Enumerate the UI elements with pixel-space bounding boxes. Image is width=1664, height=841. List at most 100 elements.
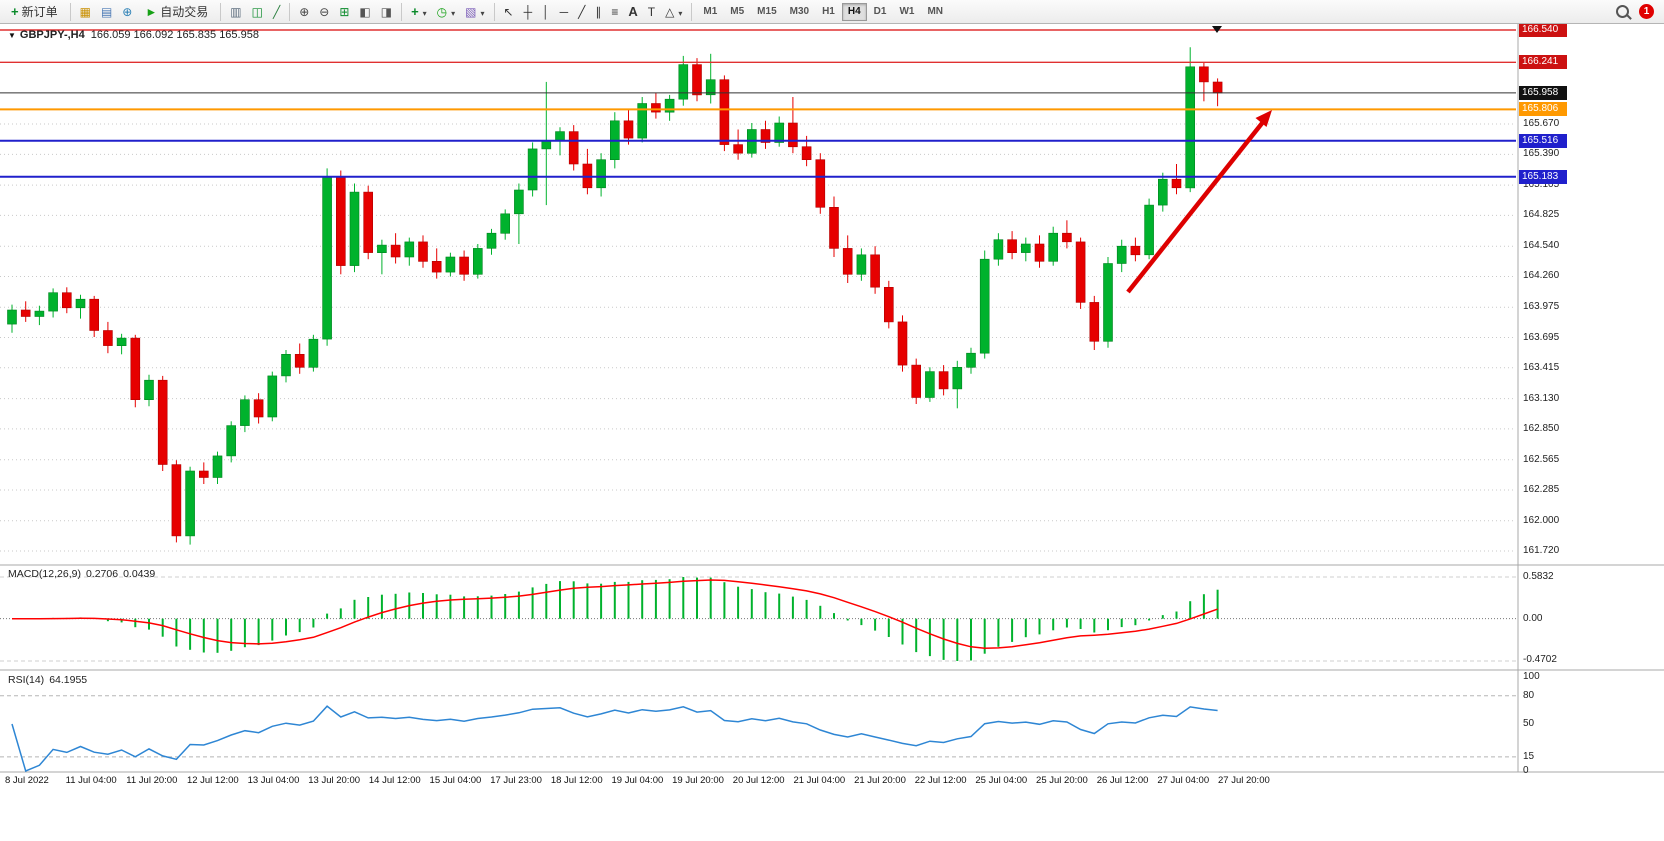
periods-icon: ◷	[436, 4, 448, 19]
templates-icon: ▧	[465, 4, 477, 19]
fibonacci-button[interactable]: ≡	[607, 2, 622, 22]
collapse-arrow-icon[interactable]	[8, 29, 16, 41]
candle-body	[226, 425, 236, 457]
candle-body	[623, 120, 634, 139]
macd-title: MACD(12,26,9)	[8, 568, 81, 580]
candle-body	[966, 352, 976, 368]
candle-body	[1185, 66, 1195, 189]
candle-body	[20, 309, 31, 317]
candle-body	[555, 131, 565, 141]
candle-body	[952, 366, 963, 390]
candle-body	[281, 353, 291, 377]
horizontal-line-button[interactable]: ─	[556, 2, 573, 22]
timeframe-mn[interactable]: MN	[921, 3, 949, 21]
candle-body	[294, 353, 305, 368]
macd-signal-line	[11, 579, 1218, 649]
cascade-windows-button[interactable]: ◨	[377, 2, 396, 22]
text-button[interactable]: A	[624, 2, 641, 22]
chevron-down-icon	[450, 5, 455, 19]
timeframe-d1[interactable]: D1	[868, 3, 893, 21]
candle-body	[1062, 232, 1072, 243]
line-chart-button[interactable]: ╱	[269, 2, 284, 22]
timeframe-m30[interactable]: M30	[784, 3, 815, 21]
profiles-button[interactable]: ▤	[97, 2, 116, 22]
timeframe-w1[interactable]: W1	[893, 3, 920, 21]
macd-signal-value: 0.0439	[123, 568, 156, 580]
indicators-button[interactable]: +	[407, 2, 431, 22]
templates-button[interactable]: ▧	[461, 2, 488, 22]
candle-body	[363, 191, 374, 253]
autotrade-button[interactable]: ► 自动交易	[138, 2, 215, 22]
bar-chart-button[interactable]: ▥	[226, 2, 245, 22]
channel-icon: ∥	[595, 4, 602, 19]
candle-body	[637, 103, 648, 139]
time-axis[interactable]	[0, 772, 1518, 790]
candle-body	[267, 375, 278, 418]
candle-body	[788, 122, 798, 148]
candle-body	[89, 298, 99, 331]
toolbar-separator	[493, 2, 495, 21]
rsi-line	[11, 705, 1218, 773]
timeframe-m15[interactable]: M15	[751, 3, 782, 21]
arrange-windows-button[interactable]: ◧	[355, 2, 374, 22]
horizontal-line-icon: ─	[559, 4, 569, 19]
timeframe-h1[interactable]: H1	[816, 3, 841, 21]
trendline-button[interactable]: ╱	[574, 2, 589, 22]
candle-body	[472, 248, 483, 275]
vertical-line-button[interactable]: │	[538, 2, 554, 22]
new-chart-button[interactable]: ▦	[76, 2, 95, 22]
bar-chart-icon: ▥	[230, 4, 242, 19]
candle-body	[1075, 241, 1086, 303]
candle-body	[1089, 302, 1100, 342]
periods-button[interactable]: ◷	[433, 2, 460, 22]
candle-body	[1144, 204, 1154, 256]
toolbar-separator	[69, 2, 71, 21]
candle-body	[308, 338, 319, 368]
crosshair-button[interactable]: ┼	[520, 2, 537, 22]
candle-body	[1020, 243, 1031, 253]
rsi-label: RSI(14) 64.1955	[8, 674, 92, 686]
candle-body	[527, 148, 538, 191]
candle-body	[61, 292, 72, 309]
tile-windows-button[interactable]: ⊞	[335, 2, 353, 22]
timeframe-m5[interactable]: M5	[724, 3, 750, 21]
candle-body	[116, 337, 127, 347]
candle-body	[157, 379, 168, 465]
shapes-button[interactable]: △	[661, 2, 686, 22]
candlestick-chart-button[interactable]: ◫	[248, 2, 267, 22]
new-order-button[interactable]: + 新订单	[4, 2, 65, 22]
channel-button[interactable]: ∥	[591, 2, 605, 22]
market-watch-button[interactable]: ⊕	[118, 2, 136, 22]
candle-body	[774, 122, 785, 143]
cursor-button[interactable]: ↖	[500, 2, 518, 22]
timeframe-m1[interactable]: M1	[697, 3, 723, 21]
price-axis[interactable]	[1518, 24, 1664, 772]
toolbar-separator	[220, 2, 222, 21]
macd-main-value: 0.2706	[85, 568, 119, 580]
timeframe-h4[interactable]: H4	[841, 2, 867, 21]
candle-body	[514, 189, 524, 215]
zoom-out-button[interactable]: ⊖	[315, 2, 333, 22]
candle-body	[760, 129, 771, 143]
candle-body	[1171, 178, 1182, 189]
candle-body	[349, 191, 360, 266]
symbol-period-label: GBPJPY-,H4	[19, 29, 85, 41]
current-bar-marker-icon	[1212, 26, 1222, 33]
zoom-in-button[interactable]: ⊕	[295, 2, 313, 22]
autotrade-play-icon: ►	[145, 4, 158, 19]
candle-body	[171, 464, 182, 537]
candle-body	[815, 159, 826, 208]
candle-body	[130, 337, 141, 401]
candle-body	[34, 310, 45, 317]
candle-body	[1116, 245, 1127, 264]
candle-body	[48, 292, 58, 312]
candle-body	[390, 244, 401, 258]
candle-body	[199, 470, 209, 478]
label-button[interactable]: T	[644, 2, 659, 22]
zoom-out-icon: ⊖	[319, 4, 330, 19]
notification-badge[interactable]: 1	[1639, 4, 1654, 19]
cursor-icon: ↖	[503, 4, 514, 19]
search-icon[interactable]	[1616, 5, 1629, 18]
candle-body	[335, 176, 346, 266]
